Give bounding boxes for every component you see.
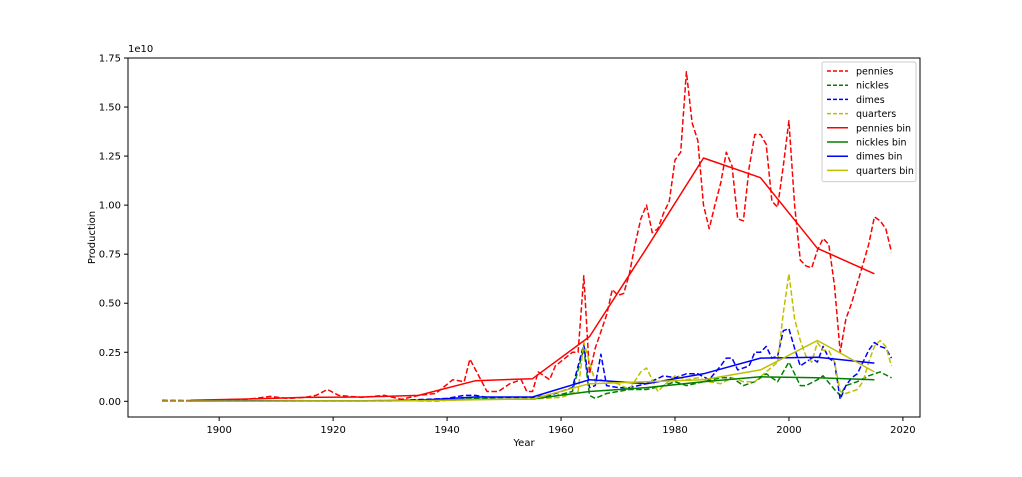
- legend-box: [821, 61, 917, 183]
- y-axis-label: Production: [87, 211, 98, 264]
- plot-frame: [127, 57, 921, 418]
- x-axis-label: Year: [512, 438, 535, 449]
- legend: pennies nickles dimes quarters pennies bin ni…: [821, 61, 917, 183]
- pennies-bin-series-line: [190, 157, 875, 402]
- pennies-series-line: [162, 70, 893, 402]
- y-tick-label: 1.75: [99, 54, 121, 65]
- legend-label-dimes-bin: dimes bin: [856, 152, 902, 163]
- legend-label-dimes: dimes: [856, 95, 885, 106]
- y-axis-ticks: 0.00 0.25 0.50 0.75 1.00 1.25 1.50 1.75: [99, 54, 128, 408]
- x-tick-label: 1960: [548, 425, 573, 436]
- y-tick-label: 1.00: [99, 201, 121, 212]
- y-tick-label: 0.00: [99, 397, 121, 408]
- legend-label-pennies-bin: pennies bin: [856, 123, 911, 134]
- x-tick-label: 1940: [434, 425, 459, 436]
- x-tick-label: 2000: [776, 425, 801, 436]
- legend-label-quarters: quarters: [856, 109, 896, 120]
- x-axis-ticks: 1900 1920 1940 1960 1980 2000 2020: [206, 417, 916, 436]
- x-tick-label: 1900: [206, 425, 231, 436]
- x-tick-label: 1920: [320, 425, 345, 436]
- y-tick-label: 0.25: [99, 348, 121, 359]
- x-tick-label: 1980: [662, 425, 687, 436]
- legend-label-nickles: nickles: [856, 81, 889, 92]
- quarters-series-line: [162, 273, 893, 402]
- y-tick-label: 1.50: [99, 103, 121, 114]
- y-offset-label: 1e10: [128, 44, 153, 55]
- y-tick-label: 0.50: [99, 299, 121, 310]
- legend-label-pennies: pennies: [856, 67, 893, 78]
- x-tick-label: 2020: [890, 425, 915, 436]
- y-tick-label: 1.25: [99, 152, 121, 163]
- quarters-bin-series-line: [190, 339, 875, 402]
- y-tick-label: 0.75: [99, 250, 121, 261]
- legend-label-quarters-bin: quarters bin: [856, 166, 914, 177]
- legend-label-nickles-bin: nickles bin: [856, 138, 907, 149]
- nickles-series-line: [162, 347, 892, 402]
- series-layer: [162, 70, 893, 402]
